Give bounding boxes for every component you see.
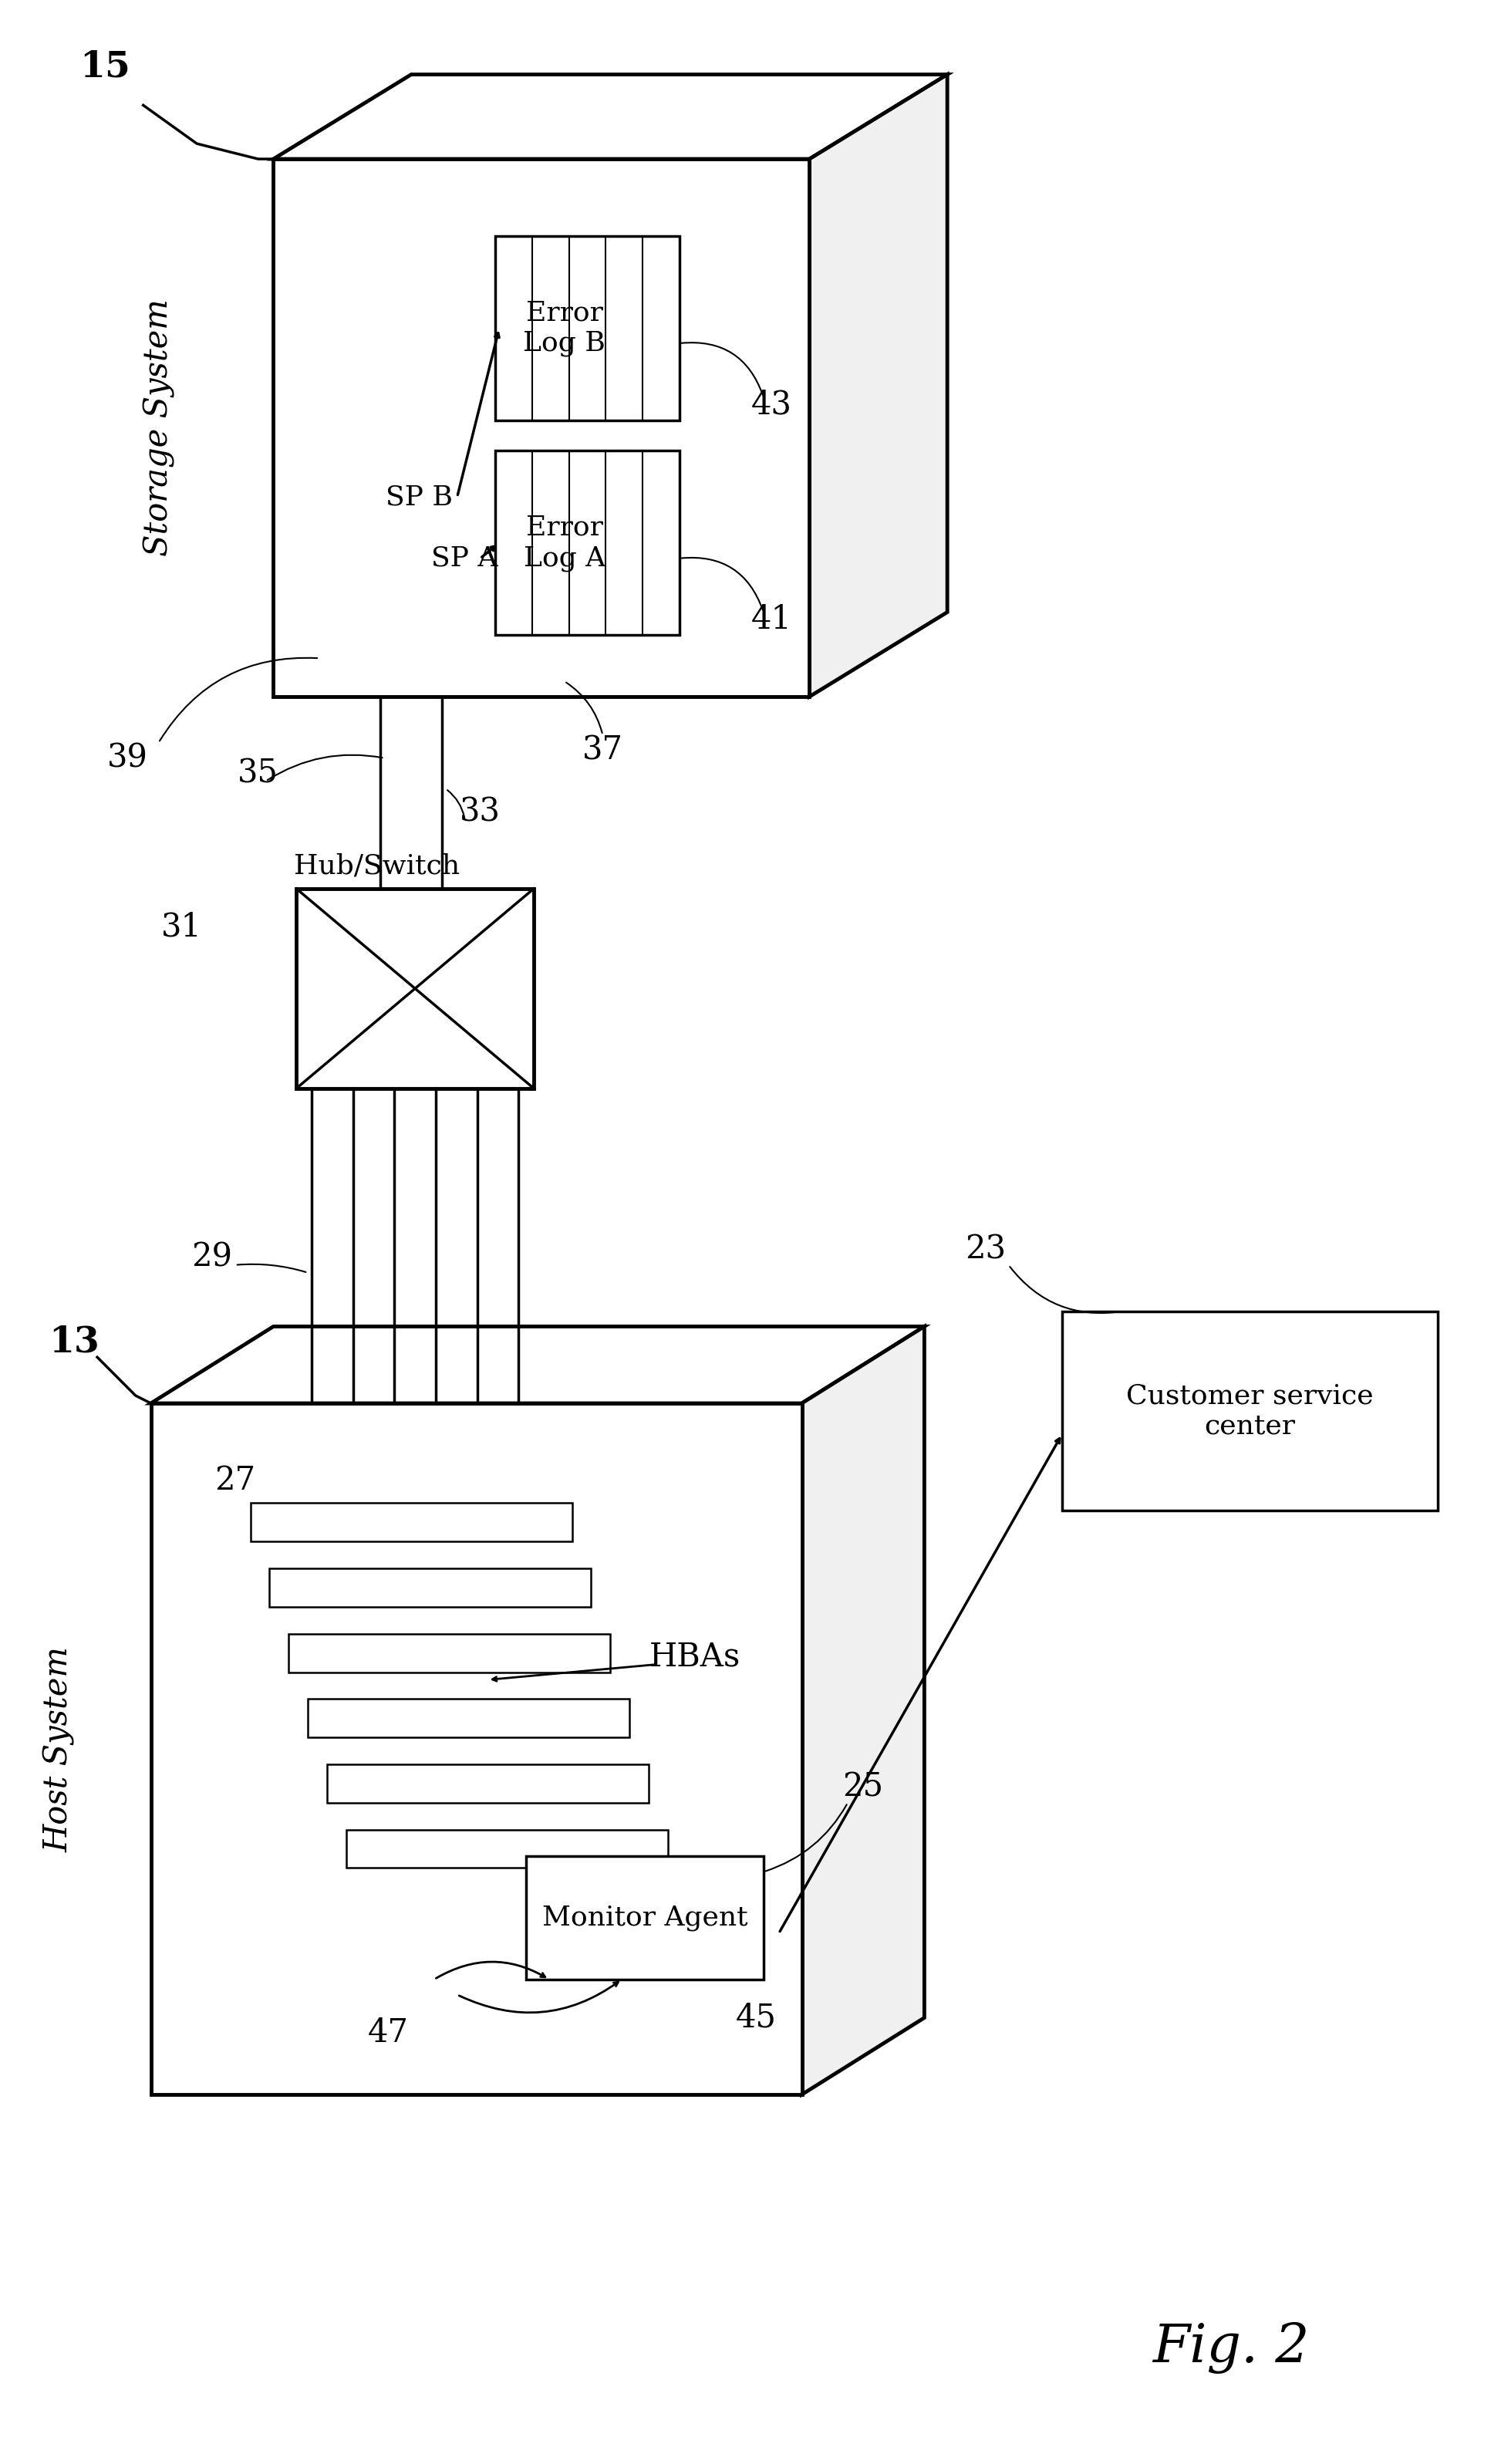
Bar — [495, 237, 680, 421]
Text: 45: 45 — [735, 2001, 776, 2033]
Polygon shape — [152, 1326, 925, 1404]
Bar — [495, 451, 680, 636]
Text: SP A: SP A — [431, 545, 498, 572]
Text: Error
Log A: Error Log A — [524, 515, 605, 572]
Bar — [1063, 1311, 1438, 1510]
Polygon shape — [308, 1700, 629, 1737]
Polygon shape — [273, 74, 947, 160]
Polygon shape — [809, 74, 947, 697]
Text: 33: 33 — [459, 796, 501, 828]
Text: Fig. 2: Fig. 2 — [1153, 2321, 1309, 2373]
Text: 39: 39 — [108, 742, 149, 774]
Polygon shape — [327, 1764, 648, 1804]
Text: 27: 27 — [215, 1464, 255, 1496]
Polygon shape — [802, 1326, 925, 2094]
Text: 47: 47 — [368, 2018, 408, 2050]
Text: 41: 41 — [750, 604, 791, 636]
Text: 29: 29 — [192, 1242, 233, 1274]
Text: 43: 43 — [750, 389, 791, 421]
Text: 37: 37 — [582, 734, 623, 766]
Text: 15: 15 — [80, 49, 131, 84]
Text: Hub/Switch: Hub/Switch — [294, 853, 459, 880]
Text: Host System: Host System — [42, 1646, 75, 1853]
Text: Customer service
center: Customer service center — [1126, 1382, 1373, 1439]
Text: SP B: SP B — [386, 483, 452, 510]
Bar — [296, 890, 534, 1089]
Polygon shape — [270, 1570, 591, 1607]
Text: 31: 31 — [161, 912, 203, 944]
Text: 23: 23 — [965, 1234, 1006, 1266]
Text: Error
Log B: Error Log B — [524, 301, 605, 357]
Text: Monitor Agent: Monitor Agent — [542, 1905, 747, 1932]
Text: Storage System: Storage System — [143, 298, 174, 557]
Text: HBAs: HBAs — [648, 1641, 740, 1673]
Polygon shape — [347, 1831, 668, 1868]
Bar — [527, 1855, 764, 1979]
Text: 35: 35 — [237, 756, 279, 788]
Bar — [273, 160, 809, 697]
Text: 25: 25 — [842, 1772, 884, 1804]
Polygon shape — [288, 1634, 611, 1673]
Text: 13: 13 — [50, 1323, 99, 1360]
Bar — [152, 1404, 802, 2094]
Polygon shape — [251, 1503, 572, 1542]
